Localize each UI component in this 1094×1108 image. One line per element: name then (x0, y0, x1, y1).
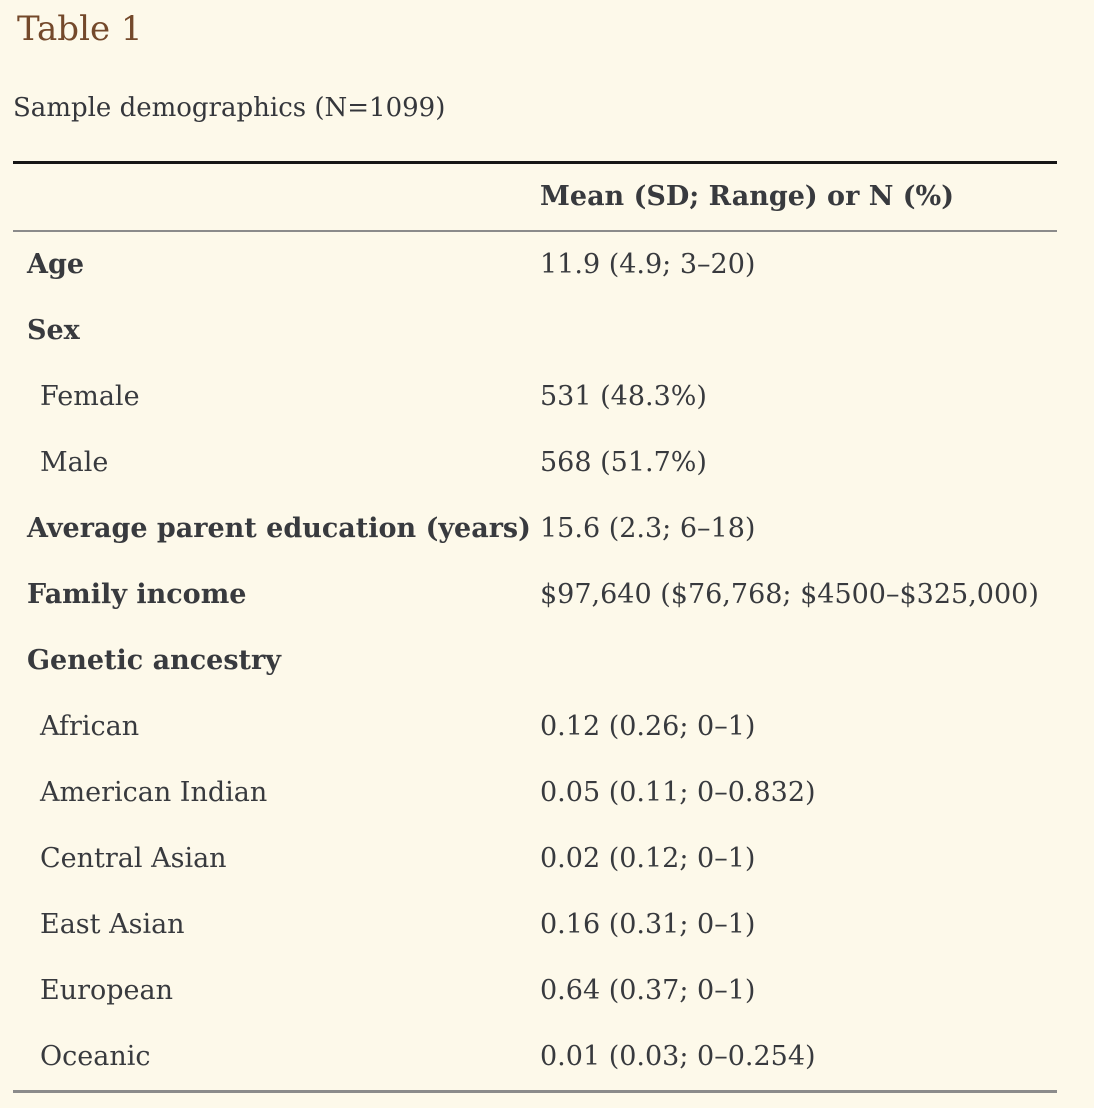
row-label: Family income (27, 579, 247, 611)
row-value: 0.05 (0.11; 0–0.832) (540, 777, 816, 809)
row-label: Average parent education (years) (27, 513, 531, 545)
row-value: 0.01 (0.03; 0–0.254) (540, 1041, 816, 1073)
table-caption: Sample demographics (N=1099) (13, 93, 446, 124)
table-row: Central Asian 0.02 (0.12; 0–1) (13, 826, 1057, 892)
table-row: Genetic ancestry (13, 628, 1057, 694)
row-value: 531 (48.3%) (540, 381, 707, 413)
table-row: East Asian 0.16 (0.31; 0–1) (13, 892, 1057, 958)
row-value: 568 (51.7%) (540, 447, 707, 479)
header-value-column: Mean (SD; Range) or N (%) (540, 181, 954, 213)
table-row: Age 11.9 (4.9; 3–20) (13, 231, 1057, 298)
row-value: $97,640 ($76,768; $4500–$325,000) (540, 579, 1039, 611)
row-value: 0.64 (0.37; 0–1) (540, 975, 756, 1007)
row-label: Genetic ancestry (27, 645, 281, 677)
table-row: African 0.12 (0.26; 0–1) (13, 694, 1057, 760)
row-value: 0.16 (0.31; 0–1) (540, 909, 756, 941)
table-row: Family income $97,640 ($76,768; $4500–$3… (13, 562, 1057, 628)
demographics-table: Mean (SD; Range) or N (%) Age 11.9 (4.9;… (13, 161, 1057, 1093)
table-row: Female 531 (48.3%) (13, 364, 1057, 430)
row-label: European (40, 975, 174, 1007)
table-row: American Indian 0.05 (0.11; 0–0.832) (13, 760, 1057, 826)
table-row: Male 568 (51.7%) (13, 430, 1057, 496)
table-row: Average parent education (years) 15.6 (2… (13, 496, 1057, 562)
table-row: Oceanic 0.01 (0.03; 0–0.254) (13, 1024, 1057, 1092)
table-row: European 0.64 (0.37; 0–1) (13, 958, 1057, 1024)
row-value: 11.9 (4.9; 3–20) (540, 249, 756, 281)
header-empty-cell (13, 162, 540, 231)
row-value (540, 628, 1057, 694)
row-label: Male (40, 447, 109, 479)
row-value: 0.12 (0.26; 0–1) (540, 711, 756, 743)
row-label: Sex (27, 315, 80, 347)
row-value: 15.6 (2.3; 6–18) (540, 513, 756, 545)
row-label: Age (27, 249, 85, 281)
row-value: 0.02 (0.12; 0–1) (540, 843, 756, 875)
page-title: Table 1 (17, 9, 143, 49)
row-label: American Indian (40, 777, 268, 809)
row-label: Oceanic (40, 1041, 151, 1073)
row-label: Female (40, 381, 140, 413)
row-value (540, 298, 1057, 364)
table-row: Sex (13, 298, 1057, 364)
row-label: African (40, 711, 140, 743)
table-header-row: Mean (SD; Range) or N (%) (13, 162, 1057, 231)
row-label: East Asian (40, 909, 185, 941)
row-label: Central Asian (40, 843, 227, 875)
